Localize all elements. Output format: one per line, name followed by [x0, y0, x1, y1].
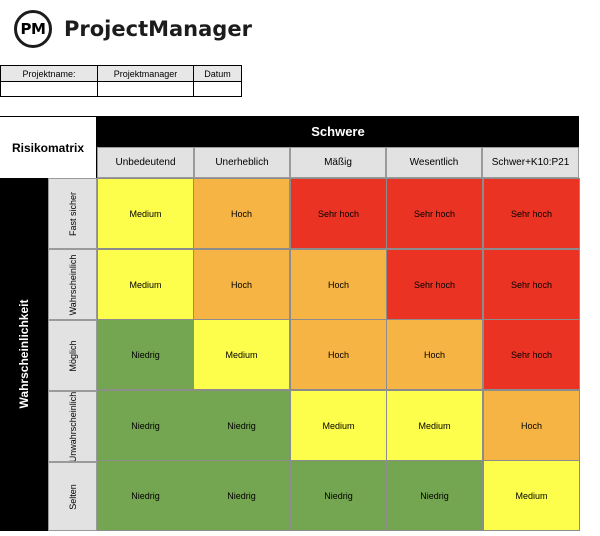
likelihood-title: Wahrscheinlichkeit [17, 299, 31, 409]
likelihood-label: Selten [67, 483, 78, 510]
severity-header-wesentlich: Wesentlich [386, 147, 482, 178]
severity-header-unerheblich: Unerheblich [194, 147, 290, 178]
project-info-value-row [0, 81, 242, 97]
risk-cell: Niedrig [290, 460, 387, 531]
likelihood-axis: Wahrscheinlichkeit [0, 178, 48, 531]
likelihood-label: Wahrscheinlich [67, 254, 78, 315]
risk-cell: Hoch [193, 249, 290, 320]
risk-cell: Medium [290, 390, 387, 461]
project-manager-value[interactable] [97, 81, 194, 97]
severity-header-schwer: Schwer+K10:P21 [482, 147, 579, 178]
risk-cell: Medium [97, 178, 194, 249]
risk-cell: Medium [193, 319, 290, 390]
risk-cell: Niedrig [97, 460, 194, 531]
risk-matrix-title: Risikomatrix [0, 116, 97, 178]
risk-cell: Medium [97, 249, 194, 320]
risk-cell: Hoch [193, 178, 290, 249]
risk-cell: Medium [483, 460, 580, 531]
risk-cell: Niedrig [193, 390, 290, 461]
severity-header-maessig: Mäßig [290, 147, 386, 178]
severity-title: Schwere [97, 116, 579, 147]
likelihood-header-moeglich: Möglich [48, 320, 97, 391]
brand-name: ProjectManager [64, 17, 252, 41]
likelihood-label: Fast sicher [67, 191, 78, 236]
likelihood-header-unwahrscheinlich: Unwahrscheinlich [48, 391, 97, 462]
risk-cell: Sehr hoch [483, 178, 580, 249]
risk-cell: Niedrig [97, 319, 194, 390]
likelihood-label: Möglich [67, 339, 78, 372]
risk-cell: Medium [386, 390, 483, 461]
pm-logo-icon: PM [14, 10, 52, 48]
likelihood-label: Unwahrscheinlich [67, 391, 78, 462]
likelihood-header-fast-sicher: Fast sicher [48, 178, 97, 249]
risk-cell: Hoch [290, 319, 387, 390]
likelihood-header-wahrscheinlich: Wahrscheinlich [48, 249, 97, 320]
risk-cell: Sehr hoch [386, 178, 483, 249]
risk-cell: Hoch [290, 249, 387, 320]
risk-cell: Niedrig [386, 460, 483, 531]
risk-cell: Sehr hoch [483, 319, 580, 390]
brand-logo: PM ProjectManager [14, 10, 252, 48]
risk-cell: Sehr hoch [386, 249, 483, 320]
likelihood-header-selten: Selten [48, 462, 97, 531]
risk-cell: Sehr hoch [290, 178, 387, 249]
risk-cell: Niedrig [193, 460, 290, 531]
risk-cell: Niedrig [97, 390, 194, 461]
project-info-table: Projektname: Projektmanager Datum [0, 65, 242, 97]
severity-header-unbedeutend: Unbedeutend [97, 147, 194, 178]
project-manager-header: Projektmanager [97, 65, 194, 82]
date-header: Datum [193, 65, 242, 82]
project-name-header: Projektname: [0, 65, 98, 82]
risk-cell: Hoch [483, 390, 580, 461]
risk-cell: Sehr hoch [483, 249, 580, 320]
risk-cell: Hoch [386, 319, 483, 390]
project-info-header-row: Projektname: Projektmanager Datum [0, 65, 242, 82]
date-value[interactable] [193, 81, 242, 97]
project-name-value[interactable] [0, 81, 98, 97]
